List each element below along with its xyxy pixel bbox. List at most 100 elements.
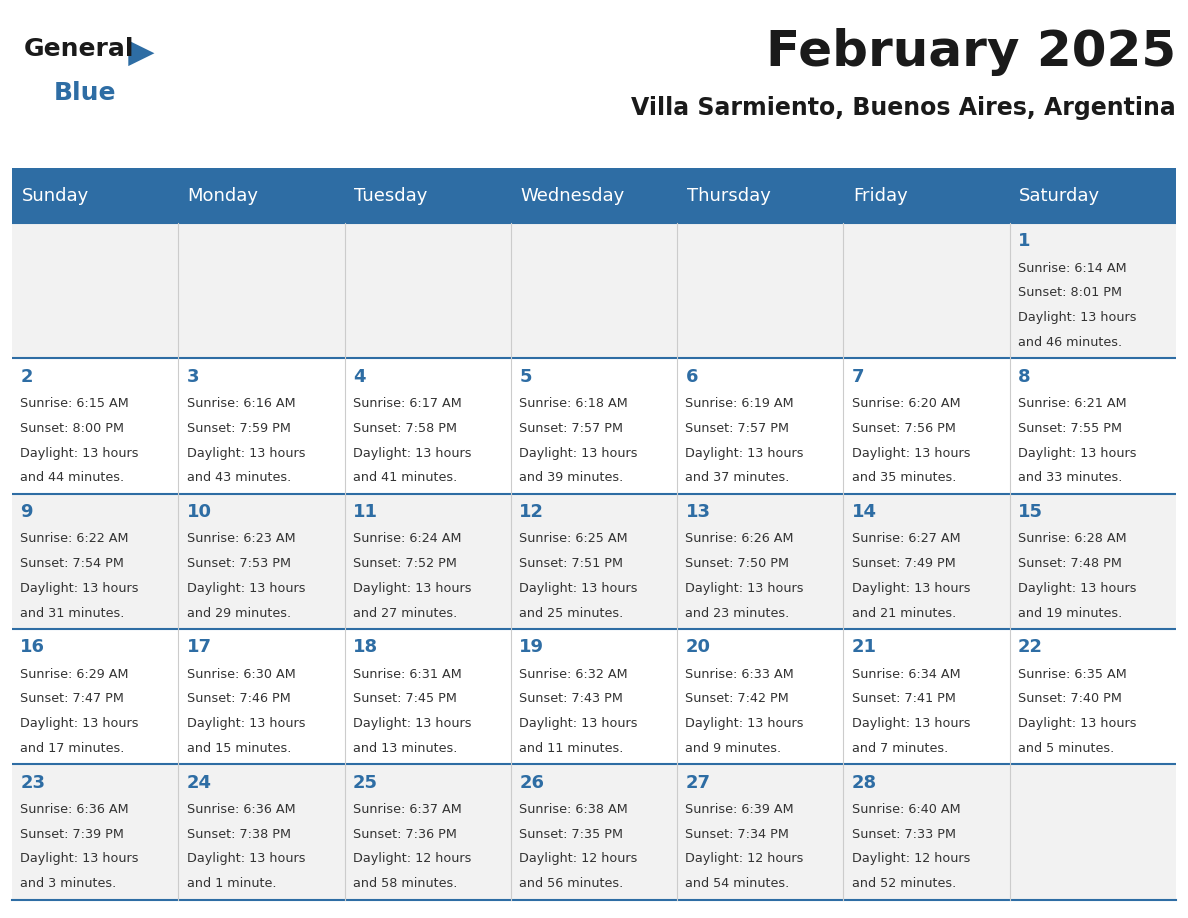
Text: and 9 minutes.: and 9 minutes. (685, 742, 782, 755)
Text: 18: 18 (353, 638, 378, 656)
Text: Daylight: 13 hours: Daylight: 13 hours (685, 582, 804, 595)
Text: Sunrise: 6:34 AM: Sunrise: 6:34 AM (852, 667, 960, 680)
Text: 14: 14 (852, 503, 877, 521)
Text: and 54 minutes.: and 54 minutes. (685, 878, 790, 890)
Text: Sunrise: 6:36 AM: Sunrise: 6:36 AM (187, 803, 295, 816)
Text: and 39 minutes.: and 39 minutes. (519, 471, 624, 485)
Text: Sunrise: 6:26 AM: Sunrise: 6:26 AM (685, 532, 794, 545)
Text: Daylight: 13 hours: Daylight: 13 hours (1018, 446, 1137, 460)
Text: Sunset: 7:39 PM: Sunset: 7:39 PM (20, 828, 124, 841)
Text: Sunrise: 6:18 AM: Sunrise: 6:18 AM (519, 397, 628, 410)
Text: Sunset: 7:42 PM: Sunset: 7:42 PM (685, 692, 789, 705)
Text: and 5 minutes.: and 5 minutes. (1018, 742, 1114, 755)
Text: Blue: Blue (53, 81, 116, 105)
Text: and 33 minutes.: and 33 minutes. (1018, 471, 1123, 485)
Text: Sunrise: 6:37 AM: Sunrise: 6:37 AM (353, 803, 462, 816)
Text: Thursday: Thursday (687, 187, 771, 206)
Text: and 13 minutes.: and 13 minutes. (353, 742, 457, 755)
Text: and 1 minute.: and 1 minute. (187, 878, 276, 890)
Text: 12: 12 (519, 503, 544, 521)
Text: and 37 minutes.: and 37 minutes. (685, 471, 790, 485)
Text: 5: 5 (519, 367, 532, 386)
Bar (12, 168, 1176, 172)
Text: 23: 23 (20, 774, 45, 791)
Text: Sunset: 8:00 PM: Sunset: 8:00 PM (20, 421, 125, 435)
Text: Sunrise: 6:29 AM: Sunrise: 6:29 AM (20, 667, 128, 680)
Text: Sunday: Sunday (21, 187, 89, 206)
Text: 25: 25 (353, 774, 378, 791)
Text: and 56 minutes.: and 56 minutes. (519, 878, 624, 890)
Text: Sunset: 7:58 PM: Sunset: 7:58 PM (353, 421, 457, 435)
Text: Daylight: 13 hours: Daylight: 13 hours (685, 717, 804, 730)
Text: and 44 minutes.: and 44 minutes. (20, 471, 125, 485)
Text: Daylight: 13 hours: Daylight: 13 hours (187, 717, 305, 730)
Text: 6: 6 (685, 367, 699, 386)
Text: 9: 9 (20, 503, 33, 521)
Text: and 27 minutes.: and 27 minutes. (353, 607, 457, 620)
Bar (12, 494, 1176, 629)
Text: Sunrise: 6:28 AM: Sunrise: 6:28 AM (1018, 532, 1126, 545)
Text: Sunrise: 6:30 AM: Sunrise: 6:30 AM (187, 667, 296, 680)
Text: 8: 8 (1018, 367, 1031, 386)
Text: Daylight: 12 hours: Daylight: 12 hours (353, 853, 472, 866)
Text: Sunset: 8:01 PM: Sunset: 8:01 PM (1018, 286, 1123, 299)
Text: Sunrise: 6:22 AM: Sunrise: 6:22 AM (20, 532, 128, 545)
Text: and 15 minutes.: and 15 minutes. (187, 742, 291, 755)
Text: 15: 15 (1018, 503, 1043, 521)
Text: and 46 minutes.: and 46 minutes. (1018, 336, 1123, 349)
Text: Daylight: 12 hours: Daylight: 12 hours (852, 853, 971, 866)
Text: and 3 minutes.: and 3 minutes. (20, 878, 116, 890)
Text: Sunrise: 6:35 AM: Sunrise: 6:35 AM (1018, 667, 1127, 680)
Text: Sunset: 7:41 PM: Sunset: 7:41 PM (852, 692, 955, 705)
Text: 21: 21 (852, 638, 877, 656)
Text: Sunrise: 6:33 AM: Sunrise: 6:33 AM (685, 667, 795, 680)
Text: Sunset: 7:55 PM: Sunset: 7:55 PM (1018, 421, 1123, 435)
Text: Sunset: 7:50 PM: Sunset: 7:50 PM (685, 557, 790, 570)
Text: Sunset: 7:51 PM: Sunset: 7:51 PM (519, 557, 624, 570)
Text: Sunset: 7:56 PM: Sunset: 7:56 PM (852, 421, 955, 435)
Text: Sunset: 7:46 PM: Sunset: 7:46 PM (187, 692, 290, 705)
Text: and 35 minutes.: and 35 minutes. (852, 471, 956, 485)
Text: Sunrise: 6:38 AM: Sunrise: 6:38 AM (519, 803, 628, 816)
Bar (12, 358, 1176, 494)
Text: Saturday: Saturday (1019, 187, 1100, 206)
Text: Sunrise: 6:19 AM: Sunrise: 6:19 AM (685, 397, 794, 410)
Text: Sunrise: 6:15 AM: Sunrise: 6:15 AM (20, 397, 129, 410)
Text: and 21 minutes.: and 21 minutes. (852, 607, 956, 620)
Text: and 17 minutes.: and 17 minutes. (20, 742, 125, 755)
Bar (12, 629, 1176, 765)
Text: Daylight: 12 hours: Daylight: 12 hours (685, 853, 804, 866)
Text: Daylight: 13 hours: Daylight: 13 hours (519, 582, 638, 595)
Text: Sunset: 7:57 PM: Sunset: 7:57 PM (519, 421, 624, 435)
Bar (12, 765, 1176, 900)
Text: Daylight: 13 hours: Daylight: 13 hours (519, 717, 638, 730)
Text: and 23 minutes.: and 23 minutes. (685, 607, 790, 620)
Text: 4: 4 (353, 367, 366, 386)
Text: 1: 1 (1018, 232, 1031, 251)
Text: Sunset: 7:47 PM: Sunset: 7:47 PM (20, 692, 124, 705)
Text: and 58 minutes.: and 58 minutes. (353, 878, 457, 890)
Text: Friday: Friday (853, 187, 908, 206)
Text: 10: 10 (187, 503, 211, 521)
Text: Sunrise: 6:17 AM: Sunrise: 6:17 AM (353, 397, 462, 410)
Text: 26: 26 (519, 774, 544, 791)
Text: Sunset: 7:36 PM: Sunset: 7:36 PM (353, 828, 456, 841)
Text: Sunrise: 6:16 AM: Sunrise: 6:16 AM (187, 397, 295, 410)
Text: Daylight: 13 hours: Daylight: 13 hours (1018, 311, 1137, 324)
Text: Sunset: 7:40 PM: Sunset: 7:40 PM (1018, 692, 1121, 705)
Text: Daylight: 13 hours: Daylight: 13 hours (187, 582, 305, 595)
Text: Villa Sarmiento, Buenos Aires, Argentina: Villa Sarmiento, Buenos Aires, Argentina (631, 96, 1176, 120)
Text: Sunrise: 6:31 AM: Sunrise: 6:31 AM (353, 667, 462, 680)
Text: General: General (24, 37, 134, 61)
Text: Sunset: 7:43 PM: Sunset: 7:43 PM (519, 692, 623, 705)
Text: Daylight: 13 hours: Daylight: 13 hours (353, 446, 472, 460)
Text: February 2025: February 2025 (766, 28, 1176, 75)
Text: Sunrise: 6:39 AM: Sunrise: 6:39 AM (685, 803, 794, 816)
Text: Sunrise: 6:23 AM: Sunrise: 6:23 AM (187, 532, 295, 545)
Text: 2: 2 (20, 367, 33, 386)
Text: Sunset: 7:33 PM: Sunset: 7:33 PM (852, 828, 956, 841)
Text: Sunset: 7:49 PM: Sunset: 7:49 PM (852, 557, 955, 570)
Text: Sunset: 7:57 PM: Sunset: 7:57 PM (685, 421, 790, 435)
Text: Daylight: 13 hours: Daylight: 13 hours (20, 853, 139, 866)
Text: Sunset: 7:38 PM: Sunset: 7:38 PM (187, 828, 291, 841)
